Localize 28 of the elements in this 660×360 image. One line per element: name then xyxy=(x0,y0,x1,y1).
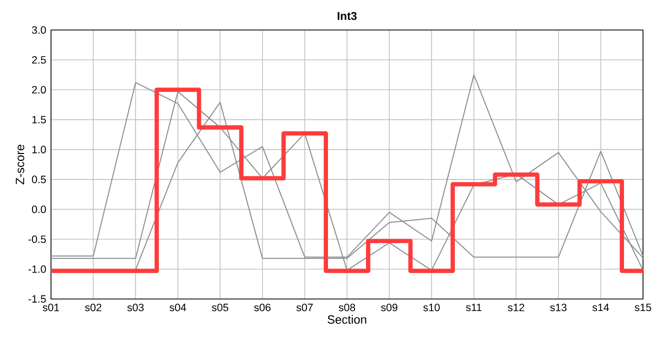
x-tick-label: s07 xyxy=(296,304,313,312)
y-tick-label: 2.5 xyxy=(32,56,46,64)
y-tick-label: 2.0 xyxy=(32,86,46,94)
x-tick-label: s10 xyxy=(423,304,440,312)
y-tick-label: -1.5 xyxy=(28,295,46,303)
x-tick-label: s12 xyxy=(508,304,524,312)
x-tick-label: s15 xyxy=(634,304,652,312)
x-tick-label: s05 xyxy=(212,304,228,312)
y-tick-label: -0.5 xyxy=(28,235,46,243)
y-tick-label: 0.5 xyxy=(32,176,46,184)
x-tick-label: s06 xyxy=(254,304,271,312)
x-tick-label: s08 xyxy=(338,304,356,312)
x-tick-label: s02 xyxy=(85,304,102,312)
x-tick-label: s14 xyxy=(592,304,609,312)
y-tick-label: 0.0 xyxy=(32,206,46,214)
x-tick-label: s01 xyxy=(42,304,60,312)
y-tick-label: 3.0 xyxy=(32,26,46,34)
y-axis-title: Z-score xyxy=(16,144,24,184)
y-tick-label: 1.5 xyxy=(32,116,46,124)
y-tick-label: 1.0 xyxy=(32,146,46,154)
x-axis-title: Section xyxy=(328,315,366,324)
x-tick-label: s04 xyxy=(170,304,186,312)
x-tick-label: s11 xyxy=(466,304,482,312)
y-tick-label: -1.0 xyxy=(28,265,46,273)
x-tick-label: s03 xyxy=(127,304,144,312)
x-tick-label: s13 xyxy=(550,304,567,312)
x-tick-label: s09 xyxy=(381,304,398,312)
chart-title: Int3 xyxy=(338,12,357,20)
